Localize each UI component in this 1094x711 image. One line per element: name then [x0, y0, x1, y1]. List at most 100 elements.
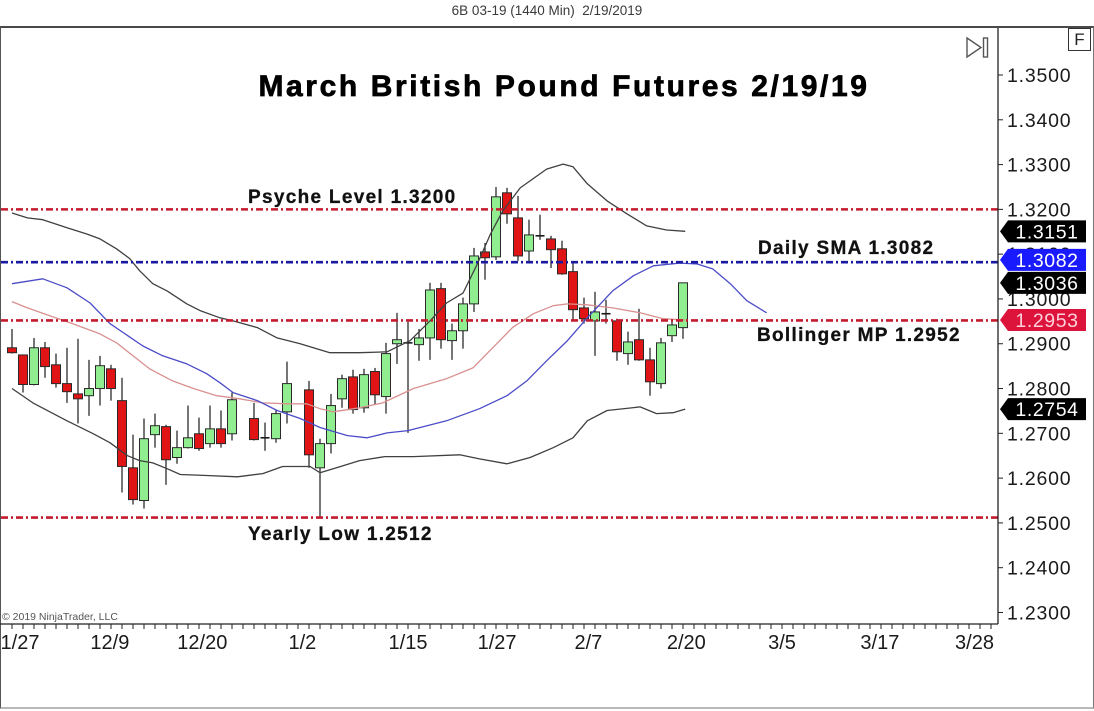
candle-body-up: [458, 303, 468, 332]
candle-body-up: [678, 282, 688, 329]
candle: [645, 347, 655, 396]
candle: [172, 430, 182, 464]
price-marker: 1.3082: [1000, 248, 1086, 272]
time-tick-label: 3/28: [955, 632, 994, 654]
candle: [106, 364, 116, 401]
price-tick-label: 1.2500: [1007, 513, 1071, 535]
candle: [282, 361, 292, 424]
candle: [150, 413, 160, 448]
candle-body-up: [315, 443, 325, 469]
time-tick-label: 2/7: [574, 632, 602, 654]
candle-body-up: [425, 289, 435, 339]
candle-body-down: [117, 400, 127, 467]
candle-body-up: [392, 339, 402, 345]
bollinger-lower-line: [11, 387, 686, 478]
candle-body-down: [106, 368, 116, 390]
candle-body-down: [161, 426, 171, 461]
price-marker-badge: [1000, 398, 1086, 421]
price-tick-label: 1.3300: [1007, 155, 1071, 177]
candle-body-down: [73, 393, 83, 400]
candle-body-up: [271, 413, 281, 440]
f-button[interactable]: F: [1068, 28, 1091, 51]
candle: [29, 337, 39, 386]
skip-to-end-icon: [966, 36, 989, 59]
price-tick-label: 1.2400: [1007, 558, 1071, 580]
candle: [370, 367, 380, 405]
bollinger-upper-line: [11, 163, 686, 354]
candle: [458, 297, 468, 349]
skip-to-end-button[interactable]: [964, 36, 992, 60]
candle: [535, 214, 545, 240]
price-marker: 1.2953: [1000, 309, 1086, 332]
chart-title: March British Pound Futures 2/19/19: [258, 70, 870, 104]
candle-body-down: [579, 307, 589, 320]
price-tick-label: 1.2700: [1007, 423, 1071, 445]
candle-body-up: [667, 324, 677, 337]
window-title: 6B 03-19 (1440 Min) 2/19/2019: [451, 3, 643, 18]
price-marker-badge: [1000, 220, 1086, 243]
candle: [128, 434, 138, 505]
candle-body-up: [282, 383, 292, 413]
candle: [315, 438, 325, 518]
candle-body-down: [40, 347, 50, 368]
candle-body-down: [51, 364, 61, 385]
candle: [337, 374, 347, 408]
candle: [227, 392, 237, 441]
candle-body-down: [128, 467, 138, 501]
time-tick-label: 1/15: [389, 632, 428, 654]
candle: [436, 282, 446, 349]
psyche-level-label: Psyche Level 1.3200: [248, 187, 457, 208]
candle: [678, 282, 688, 339]
candle-body-down: [62, 383, 72, 393]
candle-body-down: [348, 376, 358, 411]
candle-body-up: [381, 353, 391, 398]
price-tick-label: 1.2600: [1007, 468, 1071, 490]
sma-line: [11, 262, 767, 439]
candle-body-up: [623, 341, 633, 355]
price-marker-value: 1.3082: [1015, 250, 1078, 272]
price-tick-label: 1.2300: [1007, 602, 1071, 624]
candle-body-up: [139, 438, 149, 502]
time-tick-label: 3/5: [768, 632, 796, 654]
candle: [359, 368, 369, 413]
price-marker-badge: [1000, 248, 1086, 271]
candle: [656, 337, 666, 389]
candle: [249, 402, 259, 441]
candle: [557, 240, 567, 275]
candle: [216, 410, 226, 448]
candle: [623, 331, 633, 365]
daily-sma-label: Daily SMA 1.3082: [758, 238, 935, 259]
candle-body-down: [634, 339, 644, 361]
price-marker-badge: [1000, 271, 1086, 294]
candle-body-down: [370, 371, 380, 396]
candle-body-down: [568, 271, 578, 311]
candle-body-down: [502, 192, 512, 215]
candle: [7, 328, 17, 354]
candle-body-down: [612, 320, 622, 353]
plot-area[interactable]: [1, 163, 998, 519]
price-tick-label: 1.3200: [1007, 199, 1071, 221]
candle-body-down: [18, 354, 28, 385]
candle-body-up: [524, 234, 534, 252]
candle: [579, 297, 589, 324]
candle-body-up: [447, 330, 457, 342]
candle-body-up: [491, 196, 501, 258]
price-tick-label: 1.2800: [1007, 379, 1071, 401]
time-axis[interactable]: 1/27 12/9 12/20 1/2 1/15 1/27 2/7 2/20 3/5 3/17 3/…: [0, 623, 998, 654]
price-marker-value: 1.2953: [1015, 310, 1078, 332]
time-tick-label: 12/9: [90, 632, 129, 654]
candle-body-up: [183, 437, 193, 449]
candle-body-up: [337, 378, 347, 400]
price-axis[interactable]: 1.35001.34001.33001.32001.31001.30001.29…: [997, 28, 1071, 624]
candle-body-down: [216, 428, 226, 445]
candle: [568, 261, 578, 321]
candle: [513, 195, 523, 261]
candle: [634, 308, 644, 361]
price-tick-label: 1.2900: [1007, 334, 1071, 356]
candle-body-up: [227, 399, 237, 435]
candle-body-up: [326, 405, 336, 445]
price-tick-label: 1.3500: [1007, 65, 1071, 87]
price-marker-badge: [1000, 309, 1086, 332]
candle: [139, 418, 149, 509]
